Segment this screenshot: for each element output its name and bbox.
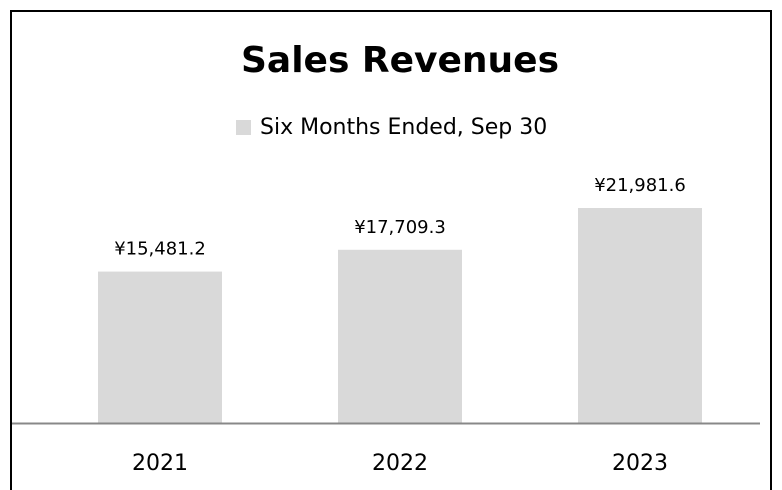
x-tick-label: 2021: [132, 451, 188, 476]
bars: ¥15,481.2 ¥17,709.3 ¥21,981.6: [98, 175, 702, 423]
value-label: ¥15,481.2: [114, 239, 206, 260]
x-tick-label: 2022: [372, 451, 428, 476]
bar: [98, 271, 222, 423]
chart-title: Sales Revenues: [241, 40, 559, 81]
frame: [10, 10, 772, 490]
value-label: ¥21,981.6: [594, 175, 686, 196]
bar: [578, 208, 702, 423]
bar: [338, 249, 462, 423]
legend-swatch: [236, 120, 251, 135]
legend: Six Months Ended, Sep 30: [236, 115, 547, 140]
x-tick-label: 2023: [612, 451, 668, 476]
legend-label: Six Months Ended, Sep 30: [260, 115, 547, 140]
value-label: ¥17,709.3: [354, 217, 446, 238]
